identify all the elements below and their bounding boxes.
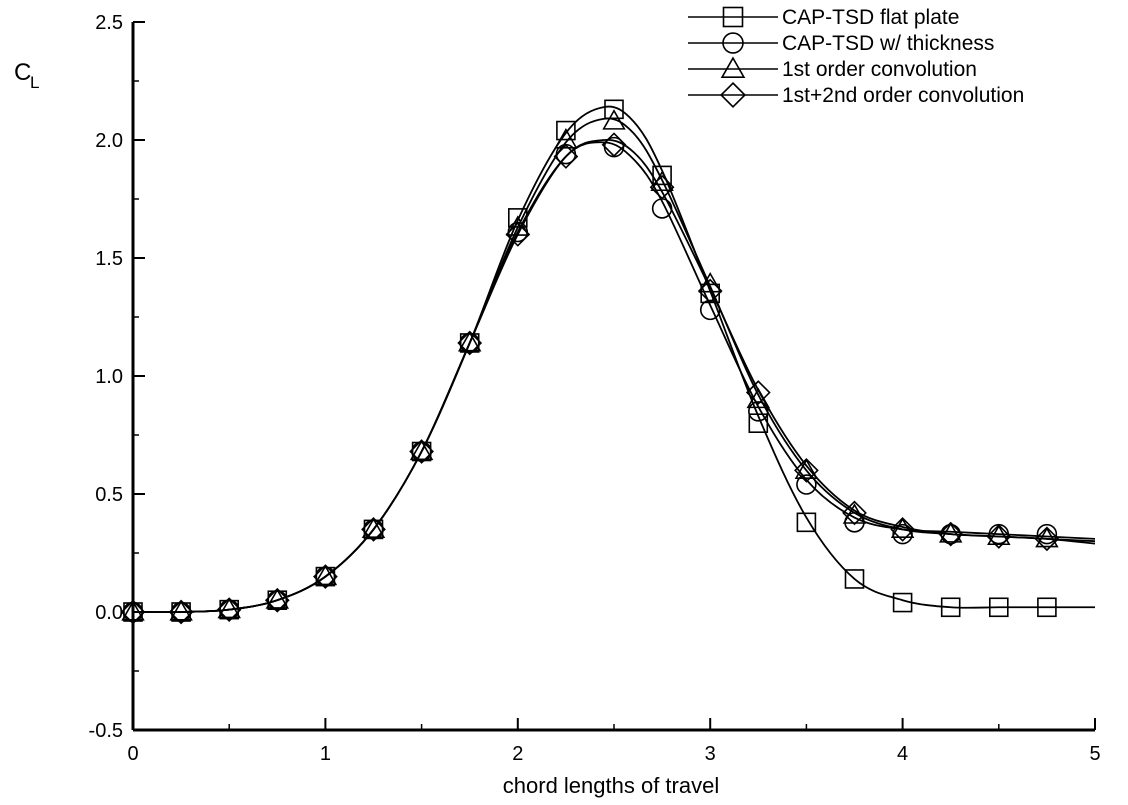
legend-label: 1st order convolution xyxy=(782,58,977,81)
legend-entry: 1st+2nd order convolution xyxy=(688,81,1024,109)
point-square xyxy=(988,597,1009,618)
x-tick-label: 4 xyxy=(897,743,908,765)
point-triangle xyxy=(217,597,241,619)
point-diamond xyxy=(553,144,579,169)
legend-entry: CAP-TSD flat plate xyxy=(688,6,959,29)
point-triangle xyxy=(361,517,386,538)
point-triangle xyxy=(987,524,1011,546)
legend-marker-diamond xyxy=(719,81,747,109)
point-diamond xyxy=(890,517,915,542)
point-diamond xyxy=(794,458,819,483)
point-diamond xyxy=(649,174,675,200)
y-axis-label: C xyxy=(14,59,31,86)
point-circle xyxy=(796,474,817,495)
y-tick-label: 2.5 xyxy=(95,12,123,34)
x-tick-label: 5 xyxy=(1089,743,1100,765)
legend-label: 1st+2nd order convolution xyxy=(782,84,1024,107)
point-square xyxy=(556,120,576,141)
series-curves xyxy=(132,105,1096,614)
point-diamond xyxy=(120,599,146,625)
y-axis-label-subscript: L xyxy=(30,73,39,92)
axes: -0.5 0.0 0.5 1.0 1.5 2.0 2.5 0 1 2 3 4 5 xyxy=(89,12,1101,765)
point-diamond xyxy=(264,587,290,613)
point-square xyxy=(604,99,624,120)
x-tick-label: 1 xyxy=(320,743,331,765)
legend-marker-circle xyxy=(722,32,744,54)
x-axis-label: chord lengths of travel xyxy=(503,773,719,798)
point-diamond xyxy=(168,599,194,625)
x-tick-label: 3 xyxy=(705,743,716,765)
legend-label: CAP-TSD flat plate xyxy=(782,6,959,29)
point-circle xyxy=(748,401,769,422)
y-tick-label: -0.5 xyxy=(89,720,123,742)
point-square xyxy=(892,592,913,613)
point-triangle xyxy=(457,330,482,352)
point-triangle xyxy=(506,215,530,236)
legend-entry: CAP-TSD w/ thickness xyxy=(688,32,994,55)
point-circle xyxy=(1036,523,1058,545)
point-diamond xyxy=(361,517,386,542)
point-square xyxy=(652,165,672,186)
series-line-square xyxy=(132,105,1095,614)
legend-marker-square xyxy=(722,6,744,28)
point-diamond xyxy=(697,278,723,304)
x-tick-label: 0 xyxy=(127,743,138,765)
point-square xyxy=(796,512,817,533)
series-line-diamond xyxy=(132,139,1096,614)
point-diamond xyxy=(409,439,434,464)
point-triangle xyxy=(121,600,145,621)
point-triangle xyxy=(794,458,819,479)
point-square xyxy=(748,413,769,434)
legend: CAP-TSD flat plate CAP-TSD w/ thickness 1s… xyxy=(688,6,1024,109)
point-diamond xyxy=(986,524,1012,549)
y-tick-label: 2.0 xyxy=(95,130,123,152)
point-triangle xyxy=(265,588,290,609)
point-diamond xyxy=(1034,526,1060,552)
point-triangle xyxy=(890,517,915,538)
point-triangle xyxy=(1035,526,1059,548)
y-tick-label: 1.0 xyxy=(95,366,123,388)
series-line-triangle xyxy=(132,117,1096,614)
point-triangle xyxy=(409,439,434,461)
series-markers xyxy=(120,99,1060,625)
y-tick-label: 0.5 xyxy=(95,484,123,506)
x-tick-label: 2 xyxy=(512,743,523,765)
point-diamond xyxy=(457,330,483,356)
y-tick-label: 0.0 xyxy=(95,602,123,624)
point-triangle xyxy=(602,109,626,130)
point-diamond xyxy=(313,564,338,589)
point-diamond xyxy=(505,222,531,247)
point-square xyxy=(1037,597,1057,618)
point-triangle xyxy=(554,128,578,149)
point-diamond xyxy=(842,500,867,526)
point-square xyxy=(940,597,961,618)
point-triangle xyxy=(169,600,193,621)
legend-label: CAP-TSD w/ thickness xyxy=(782,32,994,55)
point-square xyxy=(844,569,865,589)
point-diamond xyxy=(745,380,771,405)
point-circle xyxy=(699,299,721,321)
y-tick-label: 1.5 xyxy=(95,248,123,270)
point-diamond xyxy=(601,132,627,158)
point-triangle xyxy=(313,564,338,586)
point-triangle xyxy=(698,271,722,293)
point-diamond xyxy=(216,597,242,623)
point-square xyxy=(507,208,528,228)
point-triangle xyxy=(938,522,963,543)
point-diamond xyxy=(938,521,964,547)
legend-marker-triangle xyxy=(720,56,746,78)
legend-entry: 1st order convolution xyxy=(688,56,977,81)
